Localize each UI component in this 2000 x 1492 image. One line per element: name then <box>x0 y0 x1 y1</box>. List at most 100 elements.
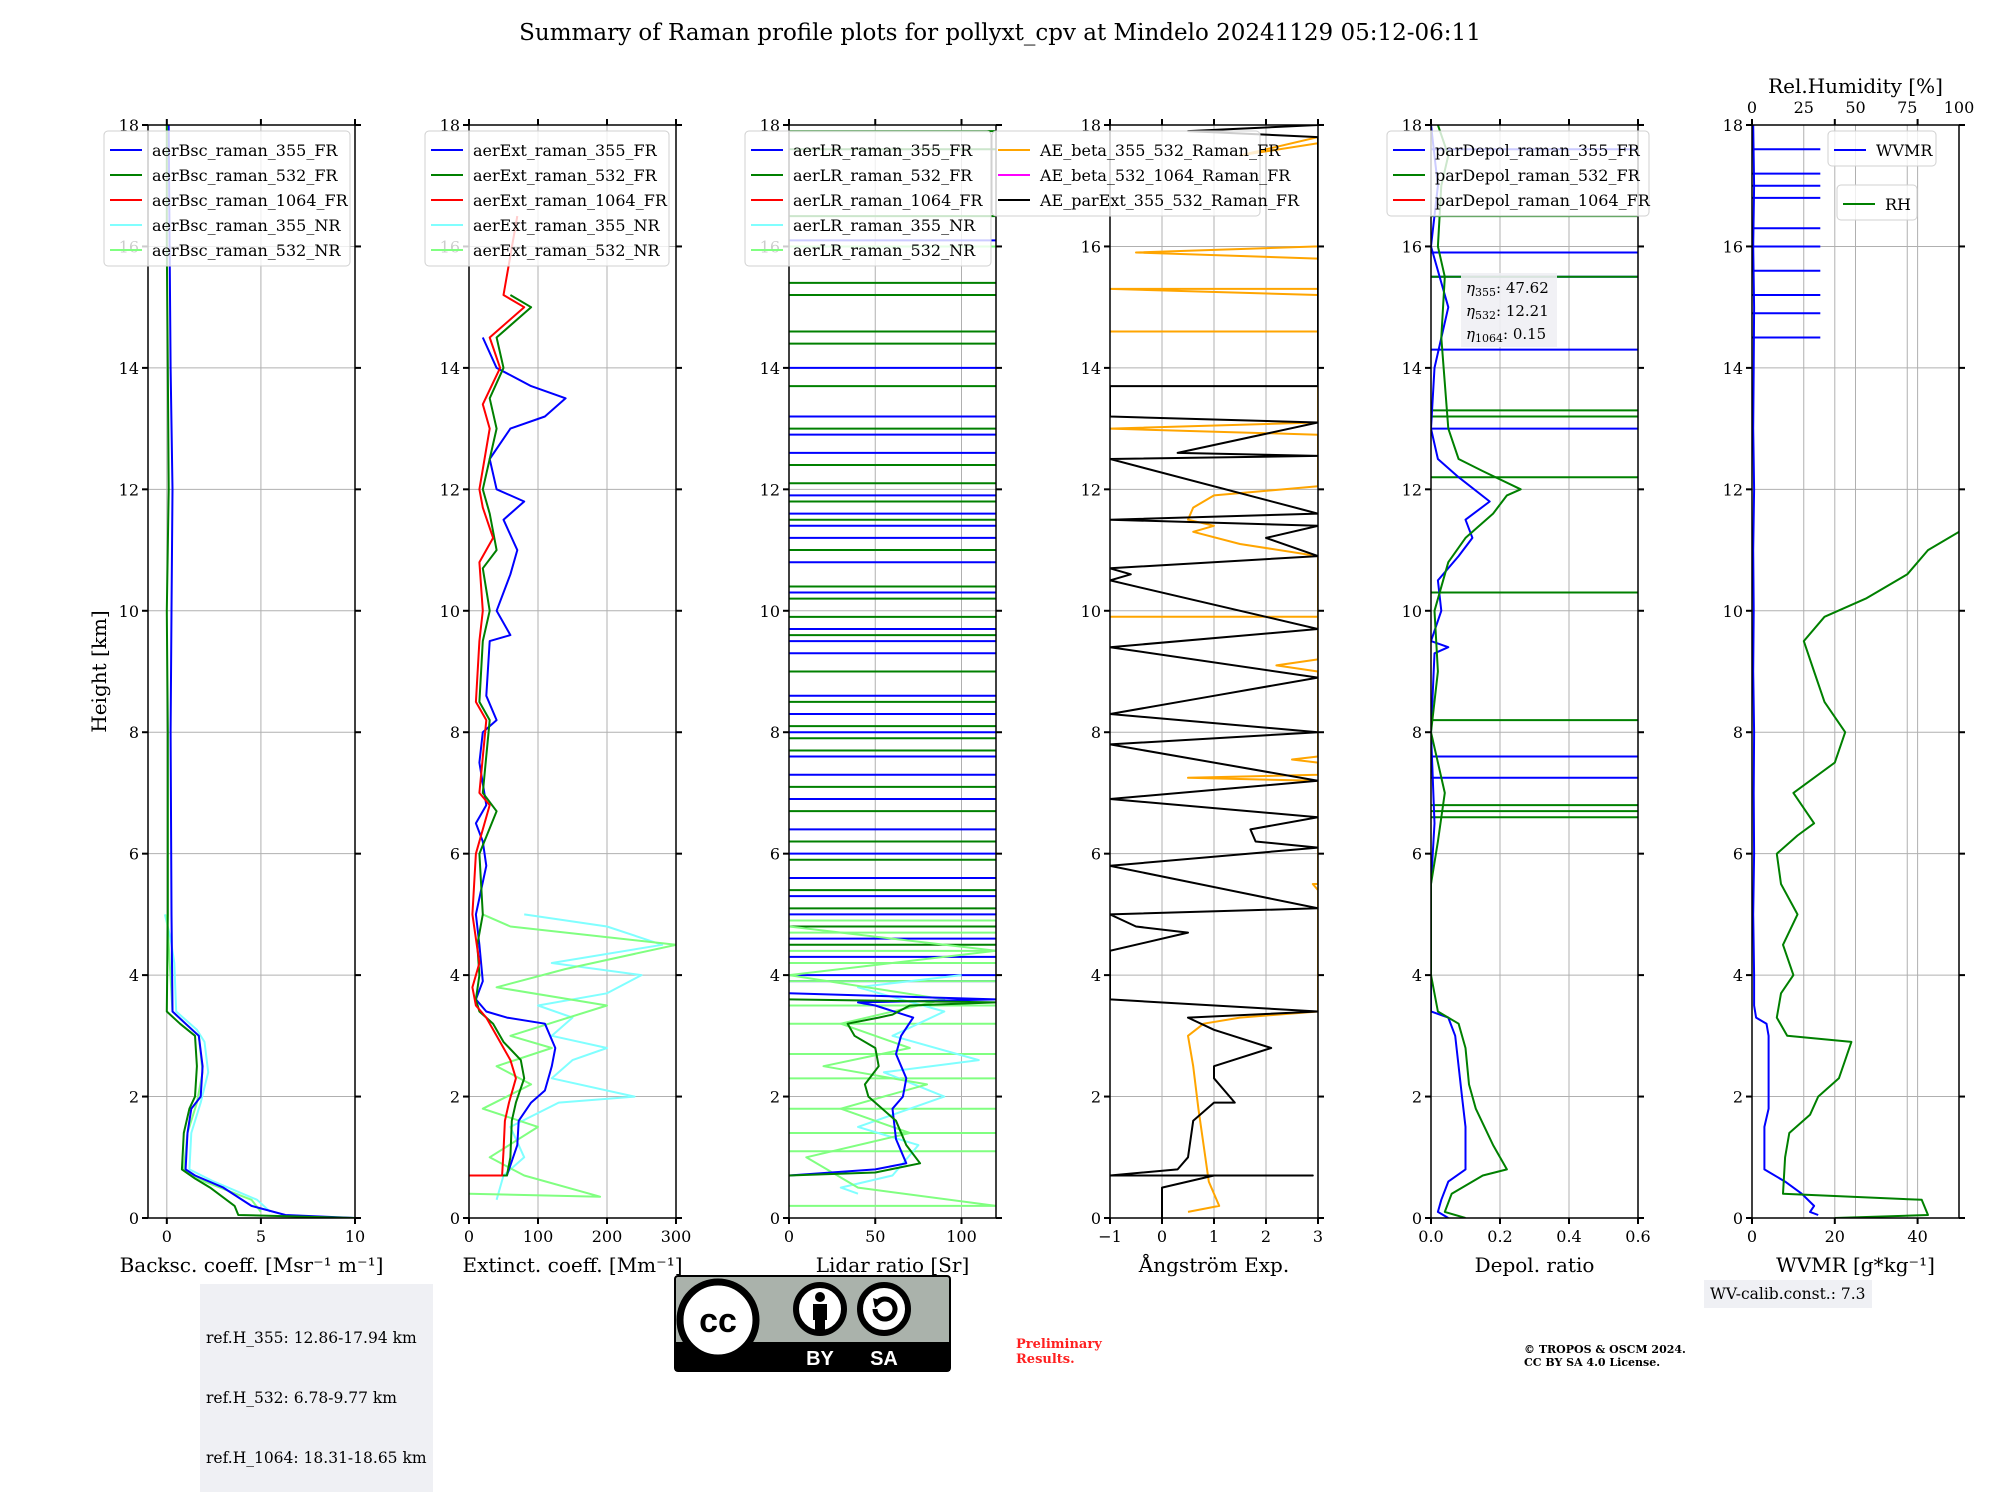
series-line-AE_beta_355_532_Raman_FR <box>1110 136 1318 1213</box>
legend-box <box>1386 130 1650 217</box>
ytick-label: 0 <box>1733 1209 1743 1228</box>
legend-entry: aerBsc_raman_1064_FR <box>152 191 349 210</box>
xtick-label: 0 <box>464 1227 474 1246</box>
xtick-label: 200 <box>592 1227 623 1246</box>
legend-wvmr: WVMR <box>1827 130 1937 167</box>
ytick-label: 8 <box>1412 723 1422 742</box>
legend-entry: RH <box>1885 195 1911 214</box>
ytick-label: 4 <box>1733 966 1743 985</box>
xtick-label: 5 <box>256 1227 266 1246</box>
x-axis-label: Ångström Exp. <box>1138 1252 1289 1277</box>
ytick-label: 6 <box>1412 845 1422 864</box>
axes-frame <box>1430 124 1639 1219</box>
plot-area-wv <box>1752 125 1959 1218</box>
top-xtick-label: 50 <box>1845 98 1865 117</box>
ytick-label: 4 <box>450 966 460 985</box>
ytick-label: 14 <box>1402 359 1422 378</box>
x-axis-label: Backsc. coeff. [Msr⁻¹ m⁻¹] <box>120 1253 384 1277</box>
xtick-label: 0.6 <box>1625 1227 1650 1246</box>
panel-depol: 0 2 4 6 8 10 12 14 16 18 0.0 0.2 0.4 0.6 Depol. ratio p… <box>1386 116 1651 1277</box>
xtick-label: 40 <box>1907 1227 1927 1246</box>
legend-entry: aerLR_raman_1064_FR <box>793 191 983 210</box>
series-line-parDepol_raman_355_FR <box>1431 125 1491 1218</box>
legend-entry: AE_beta_532_1064_Raman_FR <box>1039 166 1291 185</box>
top-xtick-label: 75 <box>1897 98 1917 117</box>
ytick-label: 14 <box>1081 359 1101 378</box>
wv-calibration-box: WV-calib.const.: 7.3 <box>1704 1280 1872 1308</box>
ytick-label: 18 <box>1723 116 1743 135</box>
ytick-label: 6 <box>450 845 460 864</box>
legend-box <box>991 130 1261 217</box>
legend-lr: aerLR_raman_355_FR aerLR_raman_532_FR aerL… <box>744 130 992 267</box>
series-line-aerExt_raman_532_NR <box>469 913 676 1198</box>
ytick-label: 16 <box>1081 237 1101 256</box>
figure-canvas: 0246810121416180510Backsc. coeff. [Msr⁻¹… <box>87 74 1974 1277</box>
ref-height-355: ref.H_355: 12.86-17.94 km <box>206 1329 417 1347</box>
ytick-label: 2 <box>129 1088 139 1107</box>
ytick-label: 8 <box>450 723 460 742</box>
legend-entry: aerExt_raman_532_FR <box>473 166 658 185</box>
eta-532: η532: 12.21 <box>1466 302 1549 322</box>
ytick-label: 14 <box>119 359 139 378</box>
ytick-label: 2 <box>1733 1088 1743 1107</box>
legend-entry: parDepol_raman_1064_FR <box>1435 191 1651 210</box>
legend-entry: aerLR_raman_355_FR <box>793 141 973 160</box>
series-line-aerLR_raman_355_FR <box>789 992 996 1177</box>
sa-sharealike-icon <box>857 1282 911 1336</box>
legend-entry: aerBsc_raman_532_NR <box>152 241 341 260</box>
plot-area-ae <box>1110 125 1318 1218</box>
panel-lr: 024681012141618050100Lidar ratio [Sr]aer… <box>744 116 1002 1277</box>
legend-entry: aerLR_raman_532_FR <box>793 166 973 185</box>
ytick-label: 8 <box>1733 723 1743 742</box>
x-axis-label: WVMR [g*kg⁻¹] <box>1776 1253 1935 1277</box>
ytick-label: 8 <box>1091 723 1101 742</box>
ytick-label: 8 <box>770 723 780 742</box>
ytick-label: 0 <box>1091 1209 1101 1228</box>
ytick-label: 12 <box>1723 480 1743 499</box>
legend-entry: aerLR_raman_532_NR <box>793 241 976 260</box>
series-line-aerBsc_raman_355_FR <box>167 125 355 1218</box>
ref-height-532: ref.H_532: 6.78-9.77 km <box>206 1389 397 1407</box>
series-line-aerBsc_raman_355_NR <box>163 914 271 1213</box>
xtick-label: 20 <box>1825 1227 1845 1246</box>
ytick-label: 18 <box>440 116 460 135</box>
axes-frame <box>147 124 356 1219</box>
legend-depol: parDepol_raman_355_FR parDepol_raman_532_… <box>1386 130 1651 217</box>
ytick-label: 12 <box>1081 480 1101 499</box>
ytick-label: 12 <box>440 480 460 499</box>
legend-box <box>103 130 351 267</box>
ytick-label: 18 <box>760 116 780 135</box>
copyright-note: © TROPOS & OSCM 2024. CC BY SA 4.0 Licen… <box>1524 1343 1686 1369</box>
ytick-label: 8 <box>129 723 139 742</box>
legend-box <box>1827 130 1937 167</box>
eta-355: η355: 47.62 <box>1466 279 1549 299</box>
svg-text:SA: SA <box>870 1348 898 1370</box>
ytick-label: 18 <box>1402 116 1422 135</box>
xtick-label: 0 <box>1747 1227 1757 1246</box>
legend-entry: aerLR_raman_355_NR <box>793 216 976 235</box>
cc-by-sa-license-badge[interactable]: cc BY SA <box>674 1275 951 1372</box>
ytick-label: 4 <box>1412 966 1422 985</box>
xtick-label: 1 <box>1209 1227 1219 1246</box>
legend-entry: aerBsc_raman_355_NR <box>152 216 341 235</box>
ytick-label: 12 <box>760 480 780 499</box>
legend-entry: aerExt_raman_355_NR <box>473 216 661 235</box>
legend-entry: AE_beta_355_532_Raman_FR <box>1039 141 1281 160</box>
svg-text:BY: BY <box>806 1348 834 1370</box>
ytick-label: 16 <box>1723 237 1743 256</box>
ytick-label: 14 <box>760 359 780 378</box>
axes-frame <box>788 124 997 1219</box>
xtick-label: 3 <box>1313 1227 1323 1246</box>
legend-entry: WVMR <box>1876 141 1933 160</box>
legend-rh: RH <box>1836 184 1918 221</box>
ytick-label: 10 <box>1081 602 1101 621</box>
plot-area-lr <box>789 130 996 1207</box>
ytick-label: 6 <box>1091 845 1101 864</box>
series-line-parDepol_raman_532_FR <box>1431 125 1522 1218</box>
legend-entry: aerExt_raman_1064_FR <box>473 191 668 210</box>
xtick-label: 0.2 <box>1487 1227 1512 1246</box>
preliminary-results-note: Preliminary Results. <box>1016 1337 1102 1367</box>
series-line-WVMR <box>1752 125 1819 1216</box>
legend-box <box>744 130 992 267</box>
